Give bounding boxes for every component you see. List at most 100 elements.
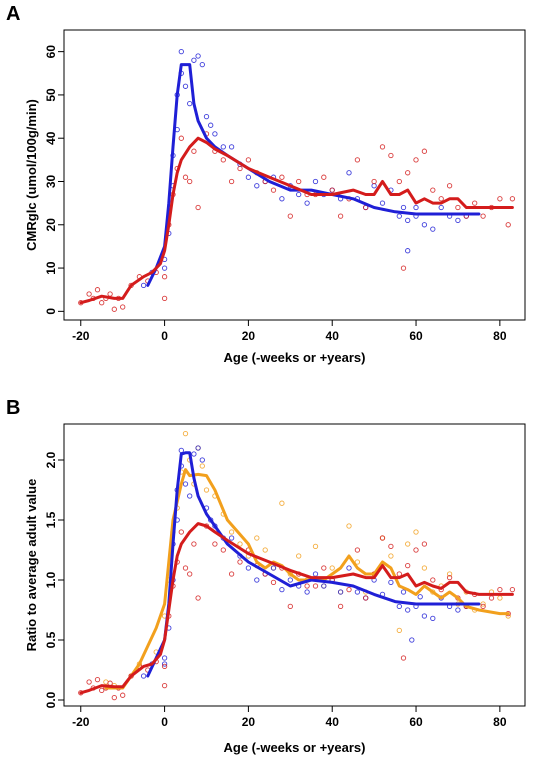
- panel-b-blue-data-point: [140, 673, 147, 679]
- panel-a-x-tick-label: 40: [326, 329, 340, 343]
- panel-b-y-tick-label: 1.5: [44, 511, 58, 528]
- panel-b-red-data-point: [182, 565, 189, 571]
- panel-a-red-data-point: [195, 204, 201, 211]
- panel-a-red-data-point: [329, 187, 335, 193]
- panel-b-blue-data-point: [191, 451, 197, 457]
- panel-b-blue-data-point: [409, 637, 415, 643]
- panel-a-blue-data-point: [191, 57, 197, 63]
- panel-b-red-trend-line: [79, 522, 514, 695]
- panel-b-red-data-point: [430, 577, 436, 583]
- panel-b-red-data-point: [228, 571, 235, 577]
- panel-b-blue-data-point: [195, 445, 201, 451]
- panel-a-red-data-point: [446, 183, 453, 189]
- panel-b-red-data-point: [346, 586, 352, 593]
- panel-a-red-data-point: [178, 135, 184, 141]
- panel-b-blue-data-point: [187, 493, 193, 499]
- panel-a-red-data-point: [480, 213, 486, 219]
- panel-a-red-data-point: [321, 174, 327, 180]
- panel-a-red-data-point: [270, 187, 277, 193]
- panel-b-red-data-point: [191, 541, 197, 547]
- panel-a-blue-data-point: [379, 200, 386, 206]
- panel-a-red-trend-line: [79, 136, 514, 305]
- panel-a-red-data-point: [237, 165, 243, 172]
- panel-a-red-data-point: [413, 157, 419, 163]
- panel-b-blue-data-point: [199, 457, 205, 463]
- panel-a-blue-data-point: [304, 200, 310, 206]
- panel-a-blue-data-point: [396, 213, 402, 219]
- panel-a-red-data-point: [187, 178, 193, 185]
- panel-a-blue-data-point: [182, 83, 189, 89]
- panel-b-blue-data-point: [455, 607, 461, 613]
- panel-b-red-data-point: [413, 547, 419, 553]
- panel-b-blue-trend-line: [146, 451, 481, 678]
- panel-b-y-tick-label: 0.0: [44, 691, 58, 708]
- panel-a-blue-data-point: [187, 100, 193, 107]
- panel-a-red-data-point: [505, 222, 511, 228]
- panel-a-blue-data-point: [400, 204, 407, 211]
- panel-b-x-axis-title: Age (-weeks or +years): [224, 740, 366, 755]
- panel-a-blue-data-point: [371, 183, 377, 189]
- panel-b-red-data-point: [212, 541, 218, 547]
- panel-a-y-axis-title: CMRglc (umol/100g/min): [24, 99, 39, 251]
- panel-b-red-data-point: [161, 682, 168, 689]
- panel-b-plot-frame: [63, 423, 526, 707]
- panel-a-red-data-point: [400, 265, 407, 271]
- panel-a-red-data-point: [111, 306, 117, 312]
- panel-b-orange-data-point: [228, 529, 235, 535]
- panel-b-red-data-point: [321, 565, 327, 571]
- panel-b-red-data-point: [178, 529, 184, 535]
- panel-a-blue-data-point: [279, 196, 285, 202]
- panel-b-x-tick-label: 20: [242, 715, 256, 729]
- panel-a-x-axis-title: Age (-weeks or +years): [224, 350, 366, 365]
- panel-b-red-data-point: [312, 583, 319, 589]
- panel-a-red-data-point: [472, 200, 478, 206]
- panel-b-orange-data-point: [254, 535, 260, 541]
- panel-a-red-data-point: [94, 287, 101, 293]
- panel-b-red-data-point: [94, 676, 101, 683]
- panel-b-orange-data-point: [279, 500, 285, 506]
- panel-b-orange-data-point: [388, 553, 394, 559]
- panel-a-letter: A: [6, 3, 20, 25]
- panel-b-blue-data-point: [430, 615, 436, 622]
- panel-a-red-data-point: [191, 148, 197, 154]
- panel-b-y-tick-label: 1.0: [44, 571, 58, 588]
- panel-b-y-axis-title: Ratio to average adult value: [24, 479, 39, 652]
- panel-a-red-data-point: [337, 213, 344, 219]
- panel-b-red-data-point: [220, 547, 226, 553]
- panel-b-orange-data-point: [446, 571, 453, 577]
- panel-a-blue-data-point: [195, 53, 201, 59]
- panel-a-x-tick-label: -20: [72, 329, 90, 343]
- panel-b-red-data-point: [354, 547, 361, 553]
- panel-b-blue-data-point: [346, 565, 352, 571]
- panel-a-red-data-point: [430, 187, 436, 193]
- panel-b-red-data-point: [480, 603, 486, 610]
- panel-b-orange-data-point: [199, 463, 205, 469]
- panel-a-blue-data-point: [438, 204, 444, 211]
- panel-b-red-data-point: [111, 694, 117, 701]
- panel-b-red-data-point: [379, 535, 386, 541]
- panel-a-x-tick-label: 20: [242, 329, 256, 343]
- panel-b-x-tick-label: -20: [72, 715, 90, 729]
- panel-a-y-tick-label: 0: [44, 308, 58, 315]
- panel-a-blue-data-point: [228, 144, 235, 150]
- panel-b-red-data-point: [488, 595, 495, 601]
- panel-a-blue-data-point: [421, 222, 428, 228]
- panel-b-orange-data-point: [329, 565, 335, 571]
- panel-a-blue-data-point: [430, 226, 436, 232]
- panel-b-blue-data-point: [312, 571, 319, 577]
- panel-a-blue-data-point: [208, 122, 214, 128]
- panel-a-blue-data-point: [161, 265, 168, 271]
- panel-b-orange-data-point: [497, 595, 503, 601]
- panel-a-blue-data-point: [346, 170, 352, 176]
- panel-b-blue-data-point: [337, 589, 344, 595]
- panel-a-red-data-point: [405, 170, 411, 176]
- panel-b-y-tick-label: 2.0: [44, 451, 58, 468]
- panel-a-red-data-point: [396, 178, 402, 185]
- panel-b-red-data-point: [195, 595, 201, 601]
- panel-a-x-tick-label: 0: [161, 329, 168, 343]
- panel-b-blue-data-point: [287, 577, 293, 583]
- panel-b-blue-data-point: [178, 447, 184, 454]
- panel-b-orange-data-point: [312, 543, 319, 550]
- panel-a-blue-data-point: [405, 248, 411, 254]
